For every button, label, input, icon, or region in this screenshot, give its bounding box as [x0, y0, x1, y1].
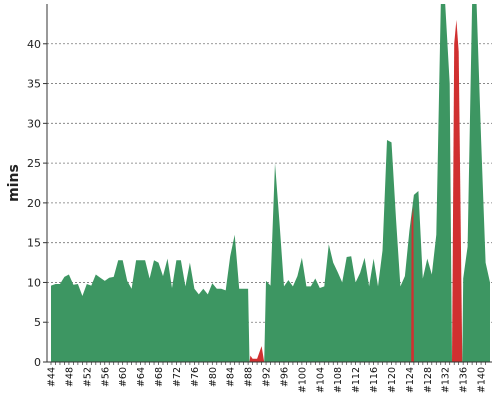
- x-tick-label: #108: [333, 367, 344, 393]
- y-tick-label: 35: [27, 78, 41, 91]
- x-tick-label: #80: [208, 367, 219, 387]
- x-tick-label: #120: [387, 367, 398, 393]
- success-area: [264, 4, 452, 362]
- x-tick-label: #68: [154, 367, 165, 387]
- duration-areas: [51, 4, 490, 363]
- x-tick-label: #128: [423, 367, 434, 393]
- y-tick-label: 0: [34, 356, 41, 369]
- x-tick-label: #140: [477, 367, 488, 393]
- x-tick-label: #60: [118, 367, 129, 387]
- failure-area: [452, 19, 463, 363]
- failure-area: [411, 206, 414, 362]
- success-area: [462, 4, 490, 362]
- y-axis-title: mins: [6, 164, 22, 202]
- failure-area: [249, 346, 265, 362]
- x-tick-label: #52: [82, 367, 93, 387]
- y-tick-label: 5: [34, 316, 41, 329]
- x-tick-label: #96: [280, 367, 291, 387]
- x-tick-label: #132: [441, 367, 452, 393]
- x-tick-label: #48: [64, 367, 75, 387]
- axes: [46, 4, 492, 363]
- y-tick-label: 25: [27, 157, 41, 170]
- x-tick-label: #44: [47, 367, 58, 387]
- x-tick-label: #100: [297, 367, 308, 393]
- x-tick-label: #72: [172, 367, 183, 387]
- x-tick-label: #112: [351, 367, 362, 393]
- y-tick-label: 20: [27, 197, 41, 210]
- x-ticks: #44 #48 #52 #56 #60 #64 #68 #72 #76 #80 #84 #88 #92 #…: [47, 362, 488, 393]
- y-tick-label: 30: [27, 117, 41, 130]
- y-ticks: 0 5 10 15 20 25 30 35 40: [27, 38, 47, 369]
- x-tick-label: #92: [262, 367, 273, 387]
- x-tick-label: #64: [136, 367, 147, 387]
- success-area: [51, 234, 250, 362]
- x-tick-label: #84: [226, 367, 237, 387]
- x-tick-label: #56: [100, 367, 111, 387]
- x-tick-label: #116: [369, 367, 380, 393]
- x-tick-label: #88: [244, 367, 255, 387]
- x-tick-label: #136: [459, 367, 470, 393]
- y-tick-label: 40: [27, 38, 41, 51]
- y-tick-label: 15: [27, 237, 41, 250]
- y-tick-label: 10: [27, 276, 41, 289]
- x-tick-label: #124: [405, 367, 416, 393]
- x-tick-label: #76: [190, 367, 201, 387]
- x-tick-label: #104: [315, 367, 326, 393]
